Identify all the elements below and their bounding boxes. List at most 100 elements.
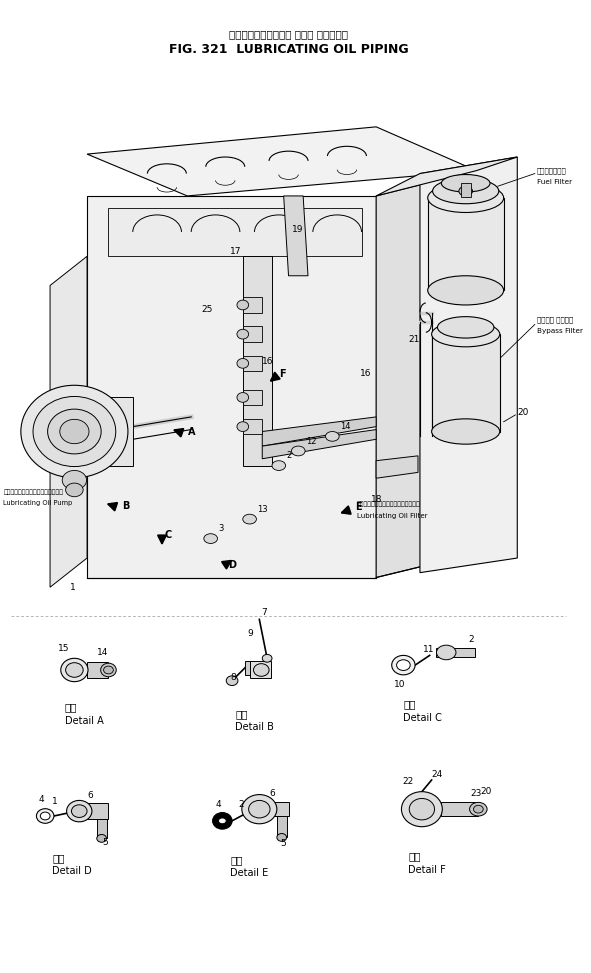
Ellipse shape xyxy=(226,676,238,686)
Text: 10: 10 xyxy=(394,680,405,689)
Polygon shape xyxy=(87,804,109,819)
Ellipse shape xyxy=(291,446,305,455)
Ellipse shape xyxy=(392,656,415,675)
Text: Detail F: Detail F xyxy=(408,865,446,875)
Text: ルーブリケーティング オイル パイピング: ルーブリケーティング オイル パイピング xyxy=(229,29,348,39)
Ellipse shape xyxy=(237,300,249,309)
Text: 20: 20 xyxy=(517,408,529,416)
Ellipse shape xyxy=(473,806,483,813)
Text: 21: 21 xyxy=(408,335,420,343)
Ellipse shape xyxy=(37,809,54,823)
Text: 詳細: 詳細 xyxy=(230,855,243,865)
Text: Detail A: Detail A xyxy=(64,715,103,726)
Ellipse shape xyxy=(66,663,83,677)
Text: Lubricating Oil Filter: Lubricating Oil Filter xyxy=(357,513,427,520)
Text: Bypass Filter: Bypass Filter xyxy=(537,328,583,335)
Ellipse shape xyxy=(33,396,116,466)
Text: 24: 24 xyxy=(431,770,443,778)
Ellipse shape xyxy=(262,655,272,663)
Polygon shape xyxy=(376,170,476,578)
Text: 6: 6 xyxy=(87,791,93,800)
Ellipse shape xyxy=(249,801,270,818)
Ellipse shape xyxy=(431,418,500,444)
Ellipse shape xyxy=(243,515,256,524)
Polygon shape xyxy=(376,455,418,478)
Text: F: F xyxy=(279,369,285,379)
Ellipse shape xyxy=(237,421,249,431)
Ellipse shape xyxy=(100,664,116,677)
Text: 13: 13 xyxy=(258,505,268,514)
Text: 16: 16 xyxy=(262,357,274,366)
Text: 19: 19 xyxy=(291,225,303,234)
Ellipse shape xyxy=(459,186,473,196)
Polygon shape xyxy=(87,126,476,196)
Ellipse shape xyxy=(67,801,92,822)
Ellipse shape xyxy=(66,483,83,497)
Text: B: B xyxy=(122,501,129,512)
Text: 3: 3 xyxy=(219,524,224,533)
Text: 23: 23 xyxy=(470,789,482,798)
Text: 11: 11 xyxy=(423,645,434,654)
Ellipse shape xyxy=(441,174,490,192)
Polygon shape xyxy=(50,256,87,588)
Ellipse shape xyxy=(237,329,249,339)
Polygon shape xyxy=(243,297,262,312)
Text: 詳細: 詳細 xyxy=(52,853,64,863)
Text: 15: 15 xyxy=(58,644,69,653)
Polygon shape xyxy=(243,418,262,434)
Ellipse shape xyxy=(409,799,434,820)
Polygon shape xyxy=(431,334,500,431)
Ellipse shape xyxy=(237,392,249,402)
Text: 5: 5 xyxy=(281,839,287,847)
Text: 20: 20 xyxy=(480,787,492,796)
Polygon shape xyxy=(262,429,376,458)
Ellipse shape xyxy=(237,358,249,368)
Bar xyxy=(277,816,287,838)
Polygon shape xyxy=(376,157,517,196)
Ellipse shape xyxy=(48,409,101,453)
Text: C: C xyxy=(165,529,172,540)
Text: 12: 12 xyxy=(306,437,317,446)
Text: 詳細: 詳細 xyxy=(404,699,416,709)
Text: Detail E: Detail E xyxy=(230,869,268,879)
Polygon shape xyxy=(243,326,262,342)
Ellipse shape xyxy=(242,795,277,824)
Bar xyxy=(461,183,470,197)
Text: 17: 17 xyxy=(230,247,242,256)
Polygon shape xyxy=(420,157,517,573)
Text: 5: 5 xyxy=(103,838,108,847)
Ellipse shape xyxy=(437,316,494,338)
Ellipse shape xyxy=(254,664,269,676)
Text: D: D xyxy=(228,559,236,570)
Ellipse shape xyxy=(204,534,217,544)
Text: 6: 6 xyxy=(269,789,275,798)
Text: 25: 25 xyxy=(201,306,212,314)
Polygon shape xyxy=(243,355,262,371)
Ellipse shape xyxy=(103,667,113,674)
Text: 4: 4 xyxy=(216,800,221,809)
Text: 詳細: 詳細 xyxy=(235,708,248,719)
Polygon shape xyxy=(284,196,308,275)
Text: Lubricating Oil Pump: Lubricating Oil Pump xyxy=(4,499,73,506)
Ellipse shape xyxy=(428,183,504,212)
Polygon shape xyxy=(271,803,288,816)
Ellipse shape xyxy=(437,645,456,660)
Text: ルーブリケーティングオイルポンプ: ルーブリケーティングオイルポンプ xyxy=(4,489,63,494)
Ellipse shape xyxy=(470,803,487,816)
Text: 4: 4 xyxy=(38,795,44,804)
Polygon shape xyxy=(249,662,271,678)
Polygon shape xyxy=(109,207,362,256)
Text: 2: 2 xyxy=(469,635,474,644)
Ellipse shape xyxy=(401,792,442,827)
Text: 7: 7 xyxy=(261,608,267,617)
Ellipse shape xyxy=(62,470,86,490)
Ellipse shape xyxy=(326,431,339,441)
Text: 9: 9 xyxy=(248,630,254,638)
Polygon shape xyxy=(428,198,504,290)
Text: 詳細: 詳細 xyxy=(408,851,421,861)
Text: 14: 14 xyxy=(97,648,108,657)
Text: Fuel Filter: Fuel Filter xyxy=(537,179,572,185)
Ellipse shape xyxy=(219,818,226,824)
Text: 18: 18 xyxy=(371,495,383,504)
Ellipse shape xyxy=(397,660,410,670)
